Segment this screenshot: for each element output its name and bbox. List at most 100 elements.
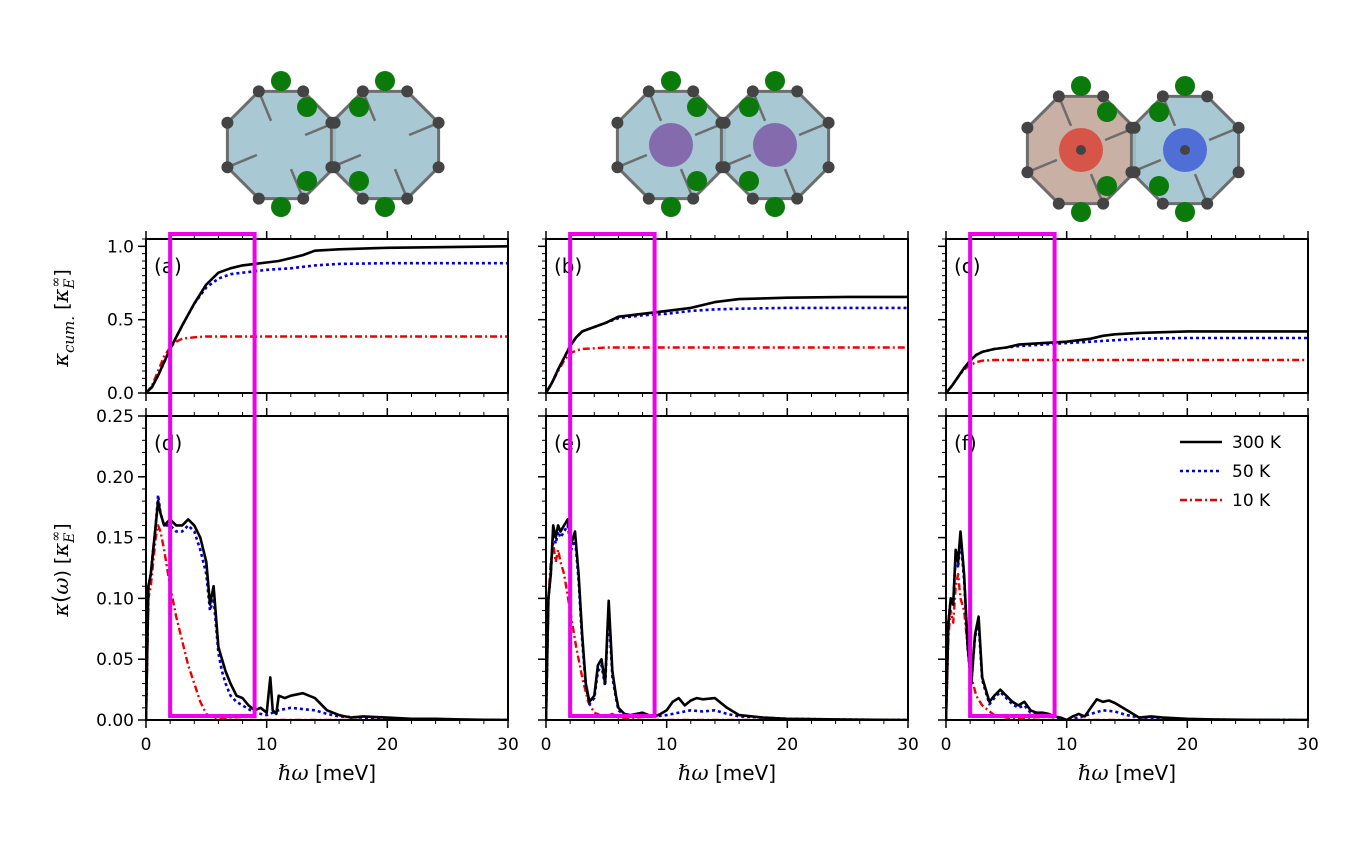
green-atom xyxy=(1071,76,1091,96)
plot-frame xyxy=(545,238,909,394)
panel-label: (e) xyxy=(554,431,582,455)
y-axis-title-spectral-part: κ xyxy=(49,543,73,558)
x-tick-label: 20 xyxy=(377,735,399,755)
green-atom xyxy=(1097,102,1117,122)
green-atom xyxy=(1175,76,1195,96)
x-axis-title-unit: [meV] xyxy=(709,761,776,785)
series-line-10k xyxy=(146,335,508,393)
chart-panel-a: 0.0 0.5 1.0 (a) xyxy=(107,231,509,404)
x-tick-label: 0 xyxy=(141,735,152,755)
panel-label: (f) xyxy=(954,431,977,455)
green-atom xyxy=(375,71,395,91)
x-axis-title-symbol: ℏω xyxy=(278,761,309,785)
green-atom xyxy=(661,71,681,91)
y-axis-title-spectral-part: ] xyxy=(51,523,73,530)
x-tick-label: 20 xyxy=(777,735,799,755)
x-tick-label: 10 xyxy=(256,735,278,755)
green-atom xyxy=(349,97,369,117)
central-atom-purple xyxy=(753,123,797,167)
x-axis-title-unit: [meV] xyxy=(309,761,376,785)
x-axis-title: ℏω [meV] xyxy=(678,761,776,785)
carbon-atom xyxy=(401,192,414,205)
green-atom xyxy=(1175,202,1195,222)
green-atom xyxy=(687,171,707,191)
y-tick-label: 1.0 xyxy=(107,237,134,257)
carbon-atom xyxy=(356,192,369,205)
carbon-atom xyxy=(687,192,700,205)
y-tick-label: 0.10 xyxy=(96,589,134,609)
structure-1 xyxy=(221,71,445,217)
x-tick-label: 0 xyxy=(941,735,952,755)
series-line-300k xyxy=(146,499,508,720)
carbon-atom xyxy=(1021,166,1034,179)
y-axis-title-spectral: κ(ω) [κE∞] xyxy=(49,523,78,617)
series-line-300k xyxy=(546,295,908,393)
green-atom xyxy=(661,197,681,217)
carbon-atom xyxy=(1125,121,1138,134)
green-atom xyxy=(1149,176,1169,196)
series-line-10k xyxy=(946,358,1308,393)
series-line-10k xyxy=(546,346,908,393)
green-atom xyxy=(297,171,317,191)
green-atom xyxy=(271,197,291,217)
carbon-atom xyxy=(642,192,655,205)
carbon-atom xyxy=(1021,121,1034,134)
y-axis-title-spectral-part: ( xyxy=(49,595,73,603)
series-line-50k xyxy=(146,261,508,393)
x-tick-label: 30 xyxy=(897,735,919,755)
y-axis-title-cumulative-part: κ xyxy=(49,353,73,368)
carbon-atom xyxy=(401,85,414,98)
green-atom xyxy=(1097,176,1117,196)
series-group xyxy=(946,530,1308,720)
series-line-10k xyxy=(546,542,908,720)
chart-panel-b: (b) xyxy=(538,231,909,401)
carbon-atom xyxy=(221,161,234,174)
panel-label: (a) xyxy=(154,254,182,278)
carbon-atom xyxy=(611,116,624,129)
chart-panel-c: (c) xyxy=(938,231,1309,401)
carbon-atom xyxy=(822,161,835,174)
x-tick-label: 20 xyxy=(1177,735,1199,755)
series-line-300k xyxy=(546,518,908,720)
plot-frame xyxy=(945,238,1309,394)
carbon-atom xyxy=(1097,90,1110,103)
carbon-atom xyxy=(1052,197,1065,210)
y-axis-title-cumulative-part: cum. xyxy=(60,316,78,353)
green-atom xyxy=(765,197,785,217)
legend-label: 10 K xyxy=(1232,491,1271,511)
green-atom xyxy=(1071,202,1091,222)
series-group xyxy=(146,245,508,393)
y-axis-title-cumulative-part: [ xyxy=(51,302,73,315)
series-group xyxy=(546,518,908,720)
carbon-atom xyxy=(1201,197,1214,210)
carbon-atom xyxy=(1052,90,1065,103)
y-axis-title-spectral-part: ) [ xyxy=(51,557,73,578)
panel-label: (c) xyxy=(954,254,981,278)
y-tick-label: 0.15 xyxy=(96,529,134,549)
carbon-atom xyxy=(715,161,728,174)
carbon-atom xyxy=(746,85,759,98)
carbon-atom xyxy=(791,85,804,98)
green-atom xyxy=(765,71,785,91)
chart-panel-e: 0 10 20 30 (e) ℏω [meV] xyxy=(538,408,919,785)
structure-3 xyxy=(1021,76,1245,222)
legend: 300 K 50 K 10 K xyxy=(1180,433,1282,511)
series-group xyxy=(546,295,908,393)
carbon-atom xyxy=(1097,197,1110,210)
x-axis-title: ℏω [meV] xyxy=(1078,761,1176,785)
green-atom xyxy=(297,97,317,117)
carbon-atom xyxy=(791,192,804,205)
carbon-atom xyxy=(325,116,338,129)
carbon-atom xyxy=(297,192,310,205)
chart-panel-d: 0 10 20 300.000.050.100.150.200.25(d)ℏω [me… xyxy=(96,407,519,785)
green-atom xyxy=(739,171,759,191)
series-line-300k xyxy=(946,530,1308,720)
plot-frame xyxy=(145,238,509,394)
y-axis-title-spectral-part: κ xyxy=(49,603,73,618)
y-tick-label: 0.00 xyxy=(96,711,134,731)
carbon-atom xyxy=(822,116,835,129)
carbon-atom xyxy=(611,161,624,174)
x-axis-title-symbol: ℏω xyxy=(678,761,709,785)
series-line-50k xyxy=(546,306,908,393)
